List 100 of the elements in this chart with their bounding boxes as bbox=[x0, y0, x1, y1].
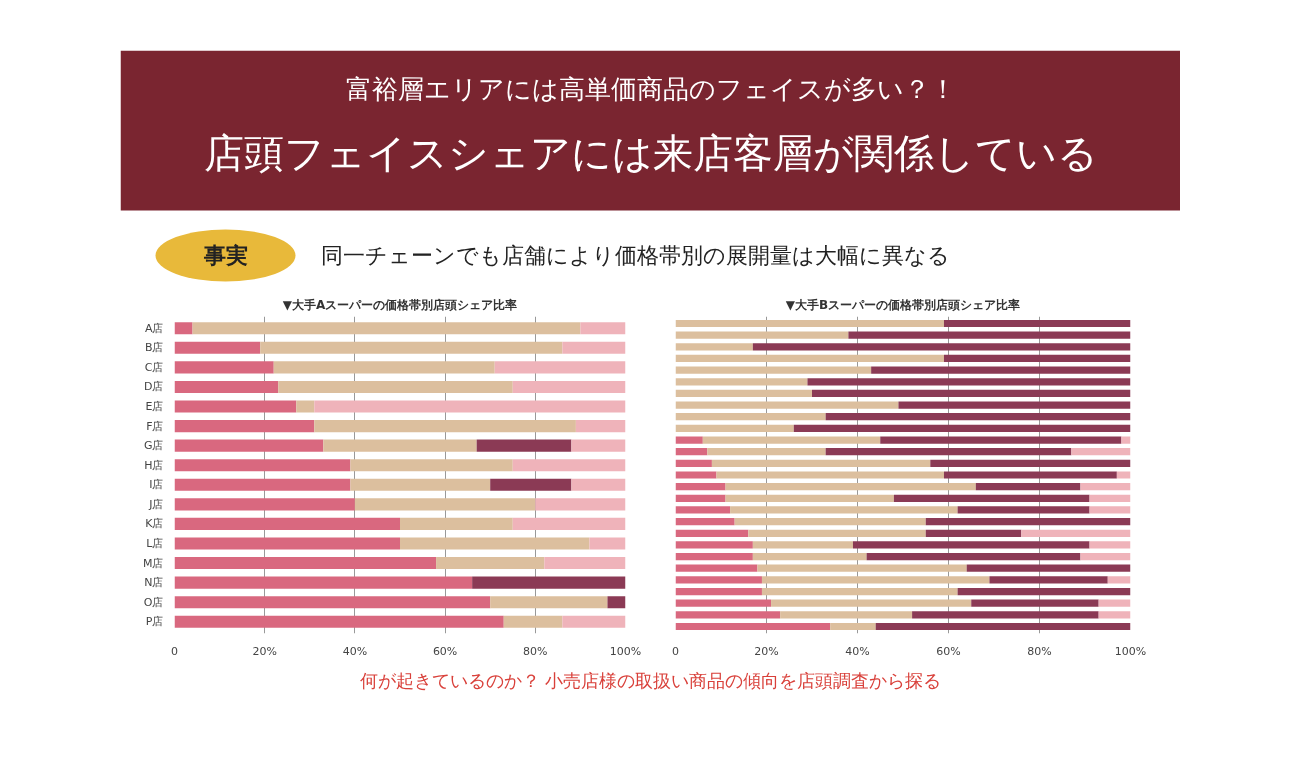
x-tick-label: 100% bbox=[1114, 644, 1147, 658]
y-tick-label: J店 bbox=[148, 497, 164, 511]
bar bbox=[174, 420, 315, 433]
y-tick-label: P店 bbox=[145, 615, 164, 629]
bar bbox=[174, 537, 400, 550]
bar bbox=[174, 517, 400, 530]
bar bbox=[1080, 552, 1131, 561]
bar bbox=[314, 420, 576, 433]
x-tick-label: 100% bbox=[609, 644, 642, 658]
bar bbox=[975, 483, 1081, 491]
bar bbox=[675, 506, 731, 514]
x-tick-label: 60% bbox=[936, 644, 961, 658]
bar bbox=[675, 331, 849, 339]
bar bbox=[761, 587, 958, 596]
bar bbox=[675, 564, 758, 572]
bar bbox=[1089, 506, 1131, 514]
bar bbox=[793, 424, 1131, 432]
bar bbox=[852, 541, 1090, 549]
bar bbox=[675, 459, 712, 467]
bar bbox=[812, 389, 1131, 398]
bar bbox=[866, 552, 1081, 561]
bar bbox=[675, 483, 726, 491]
bar bbox=[675, 378, 808, 386]
bar bbox=[323, 439, 477, 452]
bar bbox=[757, 564, 967, 572]
bar bbox=[174, 439, 324, 452]
bar bbox=[562, 341, 626, 354]
y-tick-label: N店 bbox=[144, 576, 164, 590]
bar bbox=[761, 576, 990, 584]
bar bbox=[675, 448, 708, 456]
bar bbox=[675, 622, 831, 631]
bar bbox=[898, 401, 1131, 409]
y-tick-label: B店 bbox=[144, 341, 164, 355]
bar bbox=[752, 343, 1131, 351]
bar bbox=[830, 622, 876, 631]
bar bbox=[925, 518, 1131, 526]
bar bbox=[675, 599, 772, 607]
bar bbox=[1071, 448, 1131, 456]
bar bbox=[675, 436, 703, 444]
bar bbox=[752, 552, 867, 561]
bar bbox=[675, 424, 794, 432]
bar bbox=[314, 400, 626, 413]
bar bbox=[675, 343, 753, 351]
bar bbox=[562, 615, 626, 628]
bar bbox=[675, 494, 726, 502]
y-tick-label: M店 bbox=[143, 556, 164, 570]
bar bbox=[490, 596, 608, 609]
bar bbox=[1107, 576, 1131, 584]
y-tick-label: F店 bbox=[146, 419, 164, 433]
bar bbox=[957, 587, 1131, 596]
bar bbox=[174, 498, 355, 511]
bar bbox=[174, 596, 491, 609]
bar bbox=[675, 576, 762, 584]
bar bbox=[893, 494, 1090, 502]
bar bbox=[571, 478, 626, 491]
y-tick-label: E店 bbox=[145, 400, 164, 414]
bar bbox=[260, 341, 563, 354]
bar bbox=[436, 556, 545, 570]
text: 富裕層エリアには高単価商品のフェイスが多い？！ bbox=[345, 73, 956, 104]
bar bbox=[871, 366, 1131, 374]
bar bbox=[535, 498, 626, 511]
bar bbox=[734, 518, 926, 526]
bar bbox=[780, 611, 913, 619]
bar bbox=[748, 529, 926, 537]
bar bbox=[174, 615, 504, 628]
bar bbox=[825, 413, 1131, 421]
bar bbox=[725, 483, 976, 491]
bar bbox=[512, 517, 626, 530]
bar bbox=[1021, 529, 1131, 537]
bar bbox=[580, 322, 626, 335]
bar bbox=[675, 552, 753, 561]
bar bbox=[675, 611, 781, 619]
bar bbox=[716, 471, 944, 479]
bar bbox=[350, 459, 513, 472]
bar bbox=[174, 361, 274, 374]
bar bbox=[1098, 599, 1131, 607]
y-tick-label: O店 bbox=[143, 595, 164, 609]
y-tick-label: H店 bbox=[144, 458, 164, 472]
text: 事実 bbox=[202, 243, 248, 268]
bar bbox=[675, 471, 717, 479]
bar bbox=[589, 537, 626, 550]
bar bbox=[675, 413, 826, 421]
bar bbox=[675, 366, 872, 374]
bar bbox=[476, 439, 572, 452]
x-tick-label: 80% bbox=[523, 644, 548, 658]
bar bbox=[607, 596, 626, 609]
bar bbox=[675, 401, 899, 409]
bar bbox=[675, 529, 749, 537]
bar bbox=[989, 576, 1108, 584]
bar bbox=[174, 478, 351, 491]
bar bbox=[174, 556, 437, 570]
bar bbox=[512, 380, 626, 394]
bar bbox=[571, 439, 626, 452]
y-tick-label: K店 bbox=[145, 517, 164, 531]
bar bbox=[1089, 541, 1131, 549]
x-tick-label: 60% bbox=[432, 644, 458, 658]
bar bbox=[675, 319, 944, 328]
bar bbox=[725, 494, 894, 502]
bar bbox=[825, 448, 1072, 456]
bar bbox=[675, 541, 753, 549]
